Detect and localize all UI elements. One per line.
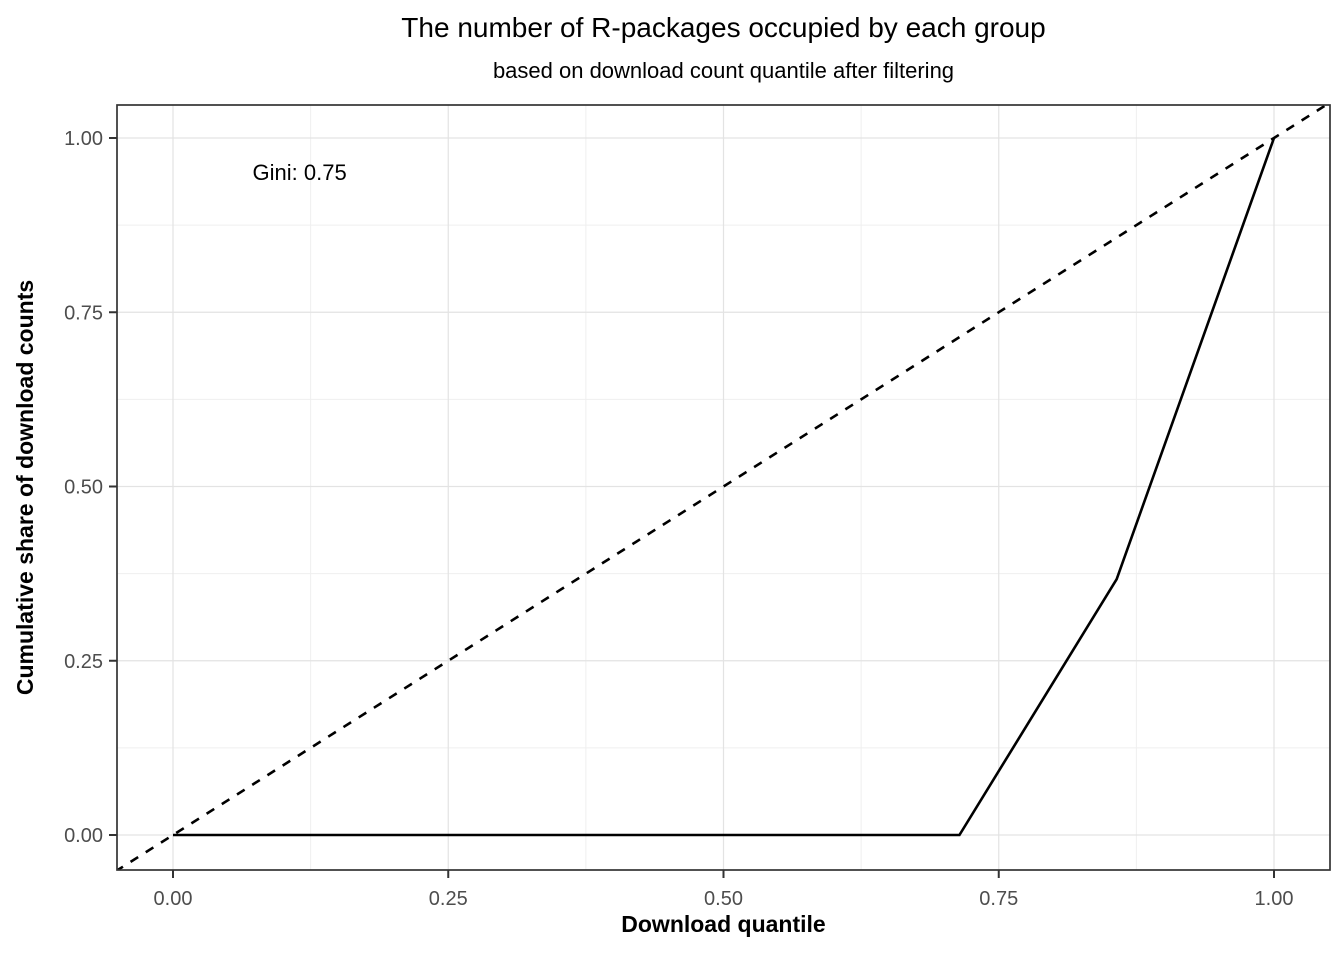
x-tick-label: 0.50: [704, 888, 743, 910]
data-lines-group: [117, 105, 1329, 870]
plot-title: The number of R-packages occupied by eac…: [401, 12, 1046, 43]
y-tick-label: 0.50: [64, 477, 103, 499]
y-axis-title-box: Cumulative share of download counts: [4, 105, 48, 870]
gini-annotation: Gini: 0.75: [253, 160, 347, 185]
x-tick-label: 0.00: [154, 888, 193, 910]
y-tick-label: 0.75: [64, 302, 103, 324]
y-tick-label: 0.00: [64, 825, 103, 847]
x-axis-title: Download quantile: [621, 911, 826, 937]
plot-subtitle: based on download count quantile after f…: [492, 58, 955, 83]
y-tick-label: 0.25: [64, 651, 103, 673]
y-axis-title: Cumulative share of download counts: [12, 279, 39, 696]
x-tick-label: 0.25: [429, 888, 468, 910]
x-tick-label: 1.00: [1255, 888, 1294, 910]
x-tick-label: 0.75: [979, 888, 1018, 910]
lorenz-curve: [173, 137, 1276, 837]
y-tick-label: 1.00: [64, 128, 103, 150]
